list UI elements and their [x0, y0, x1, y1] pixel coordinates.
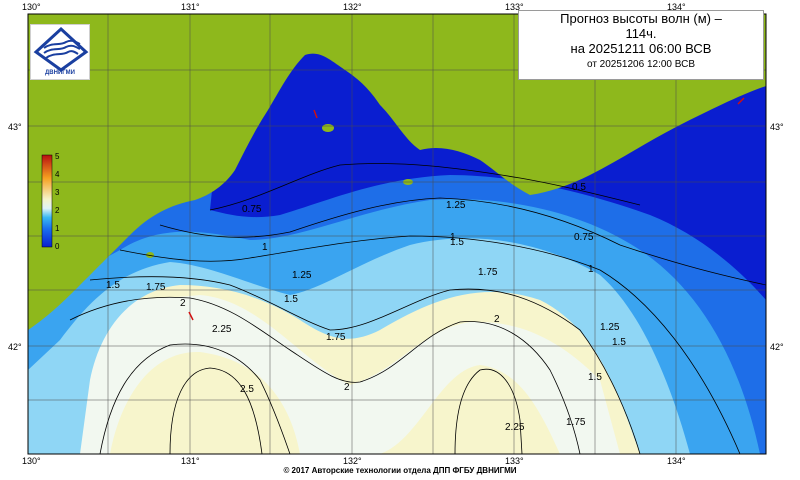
logo-text: ДВНИГМИ: [45, 70, 75, 76]
contour-label: 1.5: [588, 372, 602, 383]
grid-lines: [28, 14, 766, 454]
contour-label: 1: [262, 242, 268, 253]
contour-label: 1.5: [612, 337, 626, 348]
colorbar-tick: 2: [55, 206, 60, 215]
contour-label: 1.5: [284, 294, 298, 305]
lon-label: 130°: [22, 2, 41, 12]
title-line-4: от 20251206 12:00 ВСВ: [586, 59, 695, 70]
contour-label: 0.75: [574, 232, 594, 243]
island: [322, 124, 334, 132]
contour-label: 1.25: [446, 200, 466, 211]
contour-label: 2: [180, 298, 186, 309]
contour-label: 2: [494, 314, 500, 325]
lon-label: 132°: [343, 2, 362, 12]
lon-label: 131°: [181, 2, 200, 12]
lon-label: 134°: [667, 2, 686, 12]
contour-label: 1.75: [146, 282, 166, 293]
contour-label: 2: [344, 382, 350, 393]
contour-label: 1.5: [450, 237, 464, 248]
title-line-2: 114ч.: [625, 26, 657, 41]
dvnigmi-logo-icon: [33, 26, 89, 72]
colorbar-tick: 0: [55, 242, 60, 251]
land-mainland: [28, 14, 766, 330]
contour-label: 2.25: [505, 422, 525, 433]
wind-marker: [188, 311, 194, 321]
colorbar-tick: 3: [55, 188, 60, 197]
contour-label: 1: [588, 264, 594, 275]
colorbar-tick: 5: [55, 152, 60, 161]
dvnigmi-logo: ДВНИГМИ: [30, 24, 90, 80]
lon-label: 132°: [343, 456, 362, 466]
colorbar: 5 4 3 2 1 0: [41, 152, 60, 251]
copyright-footer: © 2017 Авторские технологии отдела ДПП Ф…: [283, 466, 517, 475]
lat-axis: 43° 42° 43° 42°: [8, 122, 784, 352]
contour-label: 1.75: [566, 417, 586, 428]
sea-white-band: [28, 295, 620, 454]
island: [146, 252, 154, 258]
contour-label: 2.5: [240, 384, 254, 395]
title-line-3: на 20251211 06:00 ВСВ: [570, 41, 712, 56]
lat-label: 43°: [770, 122, 784, 132]
contour-label-group: 0.5 0.75 0.75 1 1 1 1.25 1.25 1.25 1.5 1…: [106, 182, 626, 433]
colorbar-gradient: [41, 154, 53, 248]
contour-label: 2.25: [212, 324, 232, 335]
colorbar-tick: 1: [55, 224, 60, 233]
lon-label: 134°: [667, 456, 686, 466]
forecast-title-box: Прогноз высоты волн (м) – 114ч. на 20251…: [518, 10, 764, 80]
lon-axis-bottom: 130° 131° 132° 133° 134°: [22, 456, 686, 466]
contour-label: 0.75: [242, 204, 262, 215]
title-line-1: Прогноз высоты волн (м) –: [560, 11, 722, 26]
lat-label: 43°: [8, 122, 22, 132]
lon-axis-top: 130° 131° 132° 133° 134°: [22, 2, 686, 12]
contour-label: 1.75: [478, 267, 498, 278]
lon-label: 130°: [22, 456, 41, 466]
lon-label: 133°: [505, 2, 524, 12]
contour-label: 1.25: [600, 322, 620, 333]
contour-label: 1: [450, 232, 456, 243]
contour-label: 1.5: [106, 280, 120, 291]
contour-lines: [69, 163, 766, 454]
wind-marker: [313, 109, 318, 119]
wind-marker: [737, 97, 745, 105]
lon-label: 133°: [505, 456, 524, 466]
contour-label: 1.25: [292, 270, 312, 281]
map-border: [27, 13, 767, 455]
lat-label: 42°: [770, 342, 784, 352]
contour-label: 1.75: [326, 332, 346, 343]
contour-label: 0.5: [572, 182, 586, 193]
lat-label: 42°: [8, 342, 22, 352]
colorbar-tick: 4: [55, 170, 60, 179]
lon-label: 131°: [181, 456, 200, 466]
